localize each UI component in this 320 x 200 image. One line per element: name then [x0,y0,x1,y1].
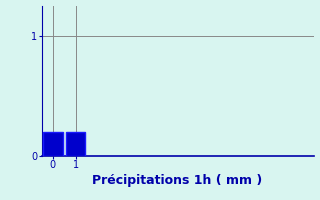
X-axis label: Précipitations 1h ( mm ): Précipitations 1h ( mm ) [92,174,263,187]
Bar [43,132,63,156]
Bar [66,132,85,156]
